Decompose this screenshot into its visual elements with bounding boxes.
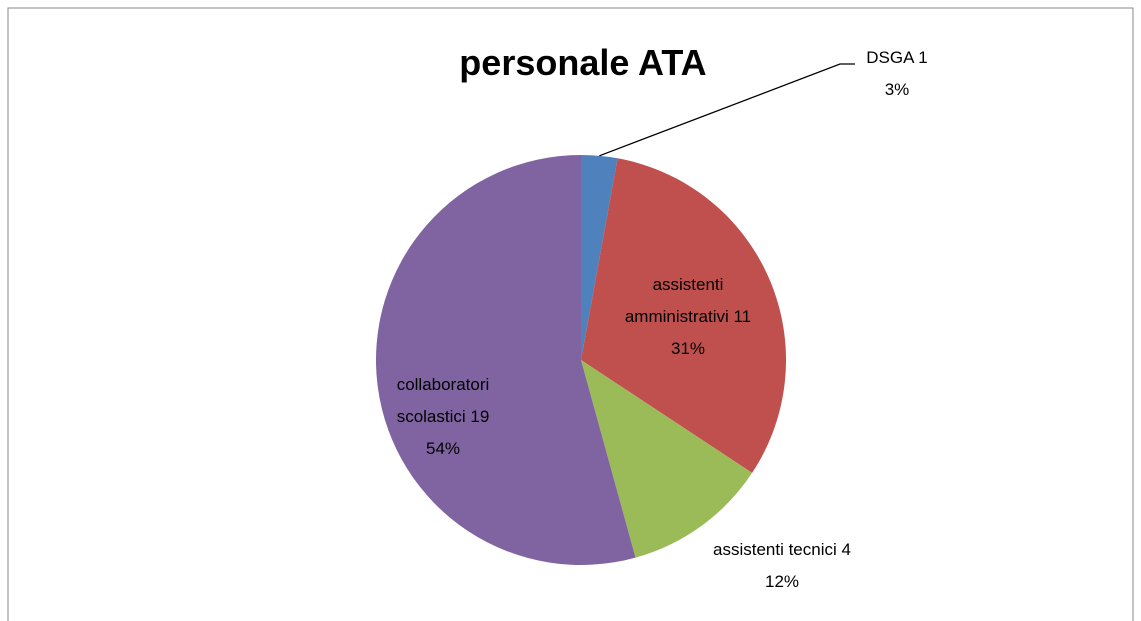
chart-border — [7, 7, 1134, 621]
percent-label: 12% — [764, 572, 800, 591]
leader-line — [599, 63, 855, 157]
percent-label: 54% — [425, 439, 461, 458]
category-name: assistenti tecnici — [713, 540, 837, 559]
chart-title: personale ATA — [459, 42, 707, 83]
pie-slice — [581, 360, 753, 558]
value-label: 4 — [841, 540, 851, 559]
value-label: 19 — [470, 407, 490, 426]
percent-label: 31% — [670, 339, 706, 358]
value-label: 1 — [918, 48, 928, 67]
category-name: collaboratori scolastici — [396, 375, 490, 426]
pie-slice — [581, 155, 618, 360]
pie-slice — [581, 158, 786, 473]
data-label: assistenti amministrativi 11 31% — [618, 269, 758, 365]
data-label: DSGA 1 3% — [842, 42, 952, 106]
category-name: assistenti amministrativi — [624, 275, 729, 326]
percent-label: 3% — [884, 80, 910, 99]
data-label: assistenti tecnici 4 12% — [672, 534, 892, 598]
category-name: DSGA — [866, 48, 914, 67]
data-label: collaboratori scolastici 19 54% — [373, 369, 513, 465]
value-label: 11 — [733, 307, 752, 326]
pie-slice — [375, 155, 636, 565]
